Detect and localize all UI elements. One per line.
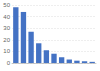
svg-text:40: 40 xyxy=(3,14,10,20)
svg-text:30: 30 xyxy=(3,25,10,31)
svg-text:20: 20 xyxy=(3,37,10,43)
svg-text:50: 50 xyxy=(3,2,10,8)
svg-text:0: 0 xyxy=(7,60,11,66)
svg-text:10: 10 xyxy=(3,48,10,54)
